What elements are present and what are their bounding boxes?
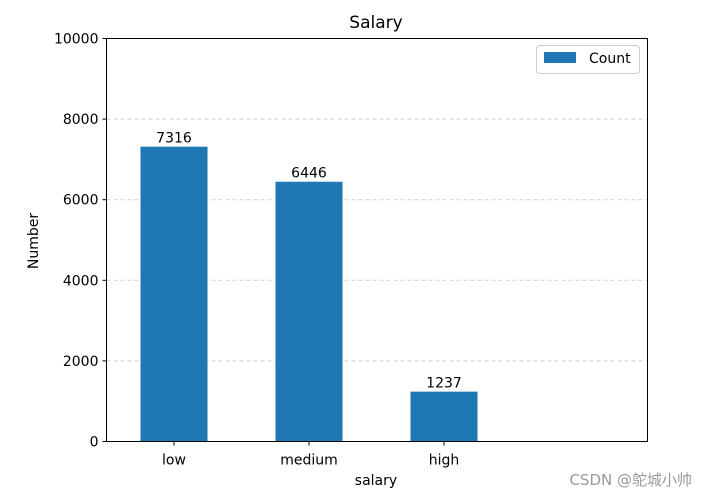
x-axis-ticks: low medium high [162,441,460,469]
bar-medium [275,181,343,442]
data-labels: 7316 6446 1237 [156,131,462,392]
x-axis-label: salary [355,473,397,489]
bar-low [140,146,208,442]
y-axis-label: Number [26,213,42,269]
x-tick-label: low [162,453,186,469]
data-label: 6446 [291,166,327,182]
y-tick-label: 6000 [63,193,99,209]
bar-high [410,391,478,442]
x-tick-label: medium [280,453,338,469]
legend-label: Count [589,51,631,67]
legend-swatch [544,52,576,63]
grid-lines [106,118,648,362]
y-tick-label: 2000 [63,354,99,370]
y-axis-ticks: 0 2000 4000 6000 8000 10000 [54,32,107,451]
y-tick-label: 4000 [63,273,99,289]
x-tick-label: high [429,453,460,469]
data-label: 1237 [426,376,462,392]
chart-title: Salary [349,13,402,33]
y-tick-label: 0 [90,435,99,451]
y-tick-label: 10000 [54,32,99,48]
watermark: CSDN @鸵城小帅 [569,471,692,489]
plot-frame [106,38,648,442]
bars [140,146,478,442]
y-tick-label: 8000 [63,112,99,128]
legend: Count [536,45,640,74]
data-label: 7316 [156,131,192,147]
